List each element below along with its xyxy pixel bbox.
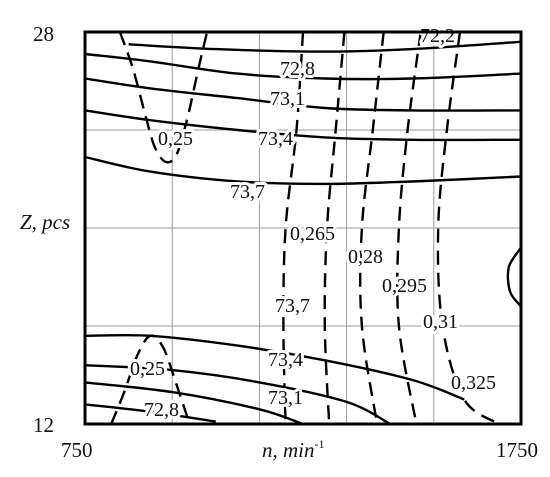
y-axis-label: Z, pcs [20,210,70,234]
contour-label-0-6: 73,4 [268,349,303,371]
contour-label-1-5: 0,31 [423,311,458,333]
solid-contour-6 [84,364,391,426]
contour-label-1-2: 0,265 [290,223,335,245]
contour-label-1-0: 0,25 [158,128,193,150]
contour-label-1-3: 0,28 [348,246,383,268]
contour-label-0-1: 72,8 [280,58,315,80]
solid-contour-0 [128,40,522,53]
solid-contour-7 [84,381,304,426]
contour-label-0-5: 73,7 [275,295,310,317]
contour-label-0-2: 73,1 [270,88,305,110]
y-tick-top: 28 [33,22,54,46]
solid-contour-8 [84,403,216,423]
contour-label-0-0: 72,2 [420,25,455,47]
x-axis-label: n, min-1 [262,437,325,462]
contour-labels: 72,2 72,8 73,1 73,4 73,7 73,7 73,4 73,1 72,8 0,25… [127,22,499,424]
y-tick-bottom: 12 [33,413,54,437]
contour-label-1-1: 0,25 [130,358,165,380]
x-tick-left: 750 [61,438,93,462]
dashed-contour-5 [396,31,422,425]
x-tick-right: 1750 [496,438,538,462]
solid-contour-3 [84,109,522,142]
solid-contour-9 [506,246,523,308]
plot-frame [83,30,523,426]
contour-label-0-7: 73,1 [268,387,303,409]
solid-contour-1 [84,52,522,81]
solid-contours [84,40,523,426]
contour-label-1-6: 0,325 [451,372,496,394]
dashed-contour-6 [436,31,500,426]
contour-label-1-4: 0,295 [382,275,427,297]
solid-contour-4 [84,155,522,186]
contour-label-0-3: 73,4 [258,128,293,150]
dashed-contour-1 [110,334,191,425]
solid-contour-2 [84,77,522,112]
x-axis-label-superscript: -1 [315,437,325,451]
contour-label-0-4: 73,7 [230,181,265,203]
dashed-contours [110,31,500,426]
contour-label-0-8: 72,8 [144,399,179,421]
dashed-contour-0 [118,31,209,164]
solid-contour-5 [84,333,465,401]
